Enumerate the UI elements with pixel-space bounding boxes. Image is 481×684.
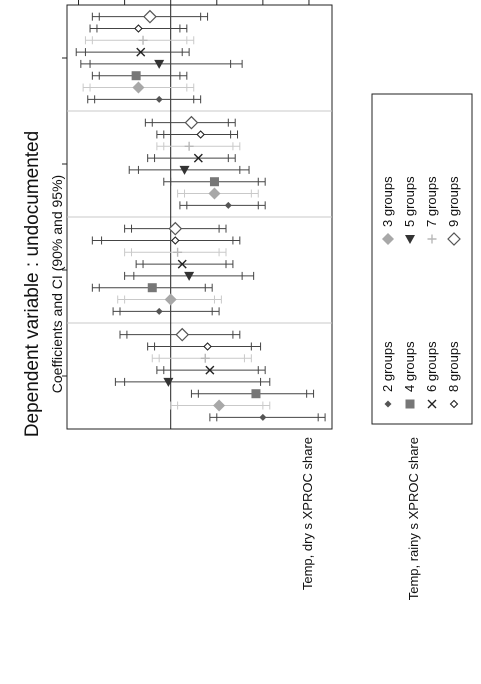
data-point-marker (175, 327, 190, 342)
legend-marker (427, 399, 437, 409)
chart-subtitle: Coefficients and CI (90% and 95%) (49, 175, 65, 393)
data-point-marker (259, 413, 267, 421)
legend: 2 groups 3 groups 4 groups 5 groups 6 groups… (371, 93, 473, 425)
data-point-marker (154, 59, 165, 69)
data-point-marker (179, 165, 190, 175)
legend-label: 5 groups (402, 176, 417, 227)
data-point-marker (131, 71, 141, 81)
data-point-marker (134, 24, 143, 33)
data-point-marker (200, 353, 210, 363)
data-point-marker (147, 283, 157, 293)
legend-marker (449, 399, 459, 409)
data-point-marker (164, 293, 177, 306)
data-point-marker (155, 307, 163, 315)
legend-label: 7 groups (424, 176, 439, 227)
legend-box (371, 93, 473, 425)
legend-label: 9 groups (446, 176, 461, 227)
legend-marker (447, 232, 461, 246)
legend-label: 8 groups (446, 341, 461, 392)
data-point-marker (155, 95, 163, 103)
data-point-marker (177, 259, 187, 269)
data-point-marker (205, 365, 215, 375)
data-point-marker (138, 35, 148, 45)
legend-marker (427, 234, 437, 244)
data-point-marker (184, 115, 199, 130)
data-point-marker (184, 141, 194, 151)
data-point-marker (184, 271, 195, 281)
data-point-marker (213, 399, 226, 412)
value-axis: -.4-.20.2.4.6 (78, 0, 310, 5)
legend-label: 6 groups (424, 341, 439, 392)
data-point-marker (224, 201, 232, 209)
legend-label: 4 groups (402, 341, 417, 392)
data-point-marker (143, 9, 157, 24)
data-point-marker (203, 342, 212, 351)
legend-marker (405, 235, 415, 244)
data-point-marker (163, 377, 174, 387)
data-point-marker (196, 130, 205, 139)
data-point-marker (171, 236, 180, 245)
chart-title: Dependent variable : undocumented (22, 131, 43, 437)
category-axis: Rain, rainy s XPROC shareRain, dry s XPR… (62, 57, 421, 600)
data-point-marker (173, 247, 183, 257)
data-point-marker (209, 177, 219, 187)
data-point-marker (208, 187, 221, 200)
point-estimates (131, 9, 267, 421)
legend-marker (405, 399, 415, 409)
data-point-marker (132, 81, 145, 94)
legend-marker (384, 400, 392, 408)
legend-marker (382, 233, 394, 245)
category-dividers (67, 110, 332, 324)
data-point-marker (168, 221, 183, 236)
legend-label: 3 groups (380, 176, 395, 227)
data-point-marker (136, 47, 146, 57)
category-label: Temp, rainy s XPROC share (406, 437, 421, 600)
legend-label: 2 groups (380, 341, 395, 392)
data-point-marker (193, 153, 203, 163)
data-point-marker (251, 389, 261, 399)
category-label: Temp, dry s XPROC share (300, 437, 315, 590)
